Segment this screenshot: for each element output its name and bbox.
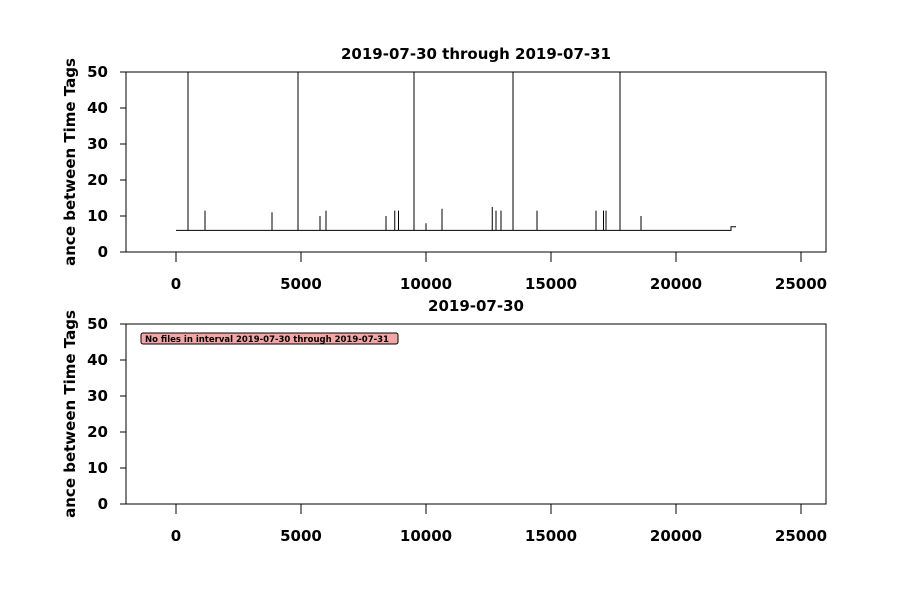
x-tick-label: 10000 — [400, 275, 452, 293]
x-tick-label: 25000 — [775, 527, 827, 545]
y-tick-label: 50 — [87, 63, 108, 81]
y-tick-label: 20 — [87, 171, 108, 189]
x-tick-label: 20000 — [650, 527, 702, 545]
y-tick-label: 50 — [87, 315, 108, 333]
x-tick-label: 5000 — [280, 527, 322, 545]
x-tick-label: 0 — [171, 275, 181, 293]
y-tick-label: 30 — [87, 387, 108, 405]
x-tick-label: 20000 — [650, 275, 702, 293]
y-tick-label: 0 — [98, 495, 108, 513]
y-tick-label: 30 — [87, 135, 108, 153]
y-tick-label: 40 — [87, 351, 108, 369]
y-tick-label: 0 — [98, 243, 108, 261]
y-tick-label: 10 — [87, 207, 108, 225]
x-tick-label: 5000 — [280, 275, 322, 293]
y-axis-label: ance between Time Tags — [61, 310, 79, 518]
plot-frame — [125, 71, 827, 253]
x-tick-label: 0 — [171, 527, 181, 545]
x-tick-label: 25000 — [775, 275, 827, 293]
chart-title: 2019-07-30 through 2019-07-31 — [341, 45, 611, 63]
y-tick-label: 10 — [87, 459, 108, 477]
y-tick-label: 40 — [87, 99, 108, 117]
x-tick-label: 15000 — [525, 527, 577, 545]
y-tick-label: 20 — [87, 423, 108, 441]
x-tick-label: 10000 — [400, 527, 452, 545]
data-line — [176, 72, 736, 231]
x-tick-label: 15000 — [525, 275, 577, 293]
annotation-box — [140, 332, 399, 345]
y-axis-label: ance between Time Tags — [61, 58, 79, 266]
chart-title: 2019-07-30 — [428, 297, 524, 315]
annotation: No files in interval 2019-07-30 through … — [145, 335, 389, 345]
plot-frame — [125, 323, 827, 505]
